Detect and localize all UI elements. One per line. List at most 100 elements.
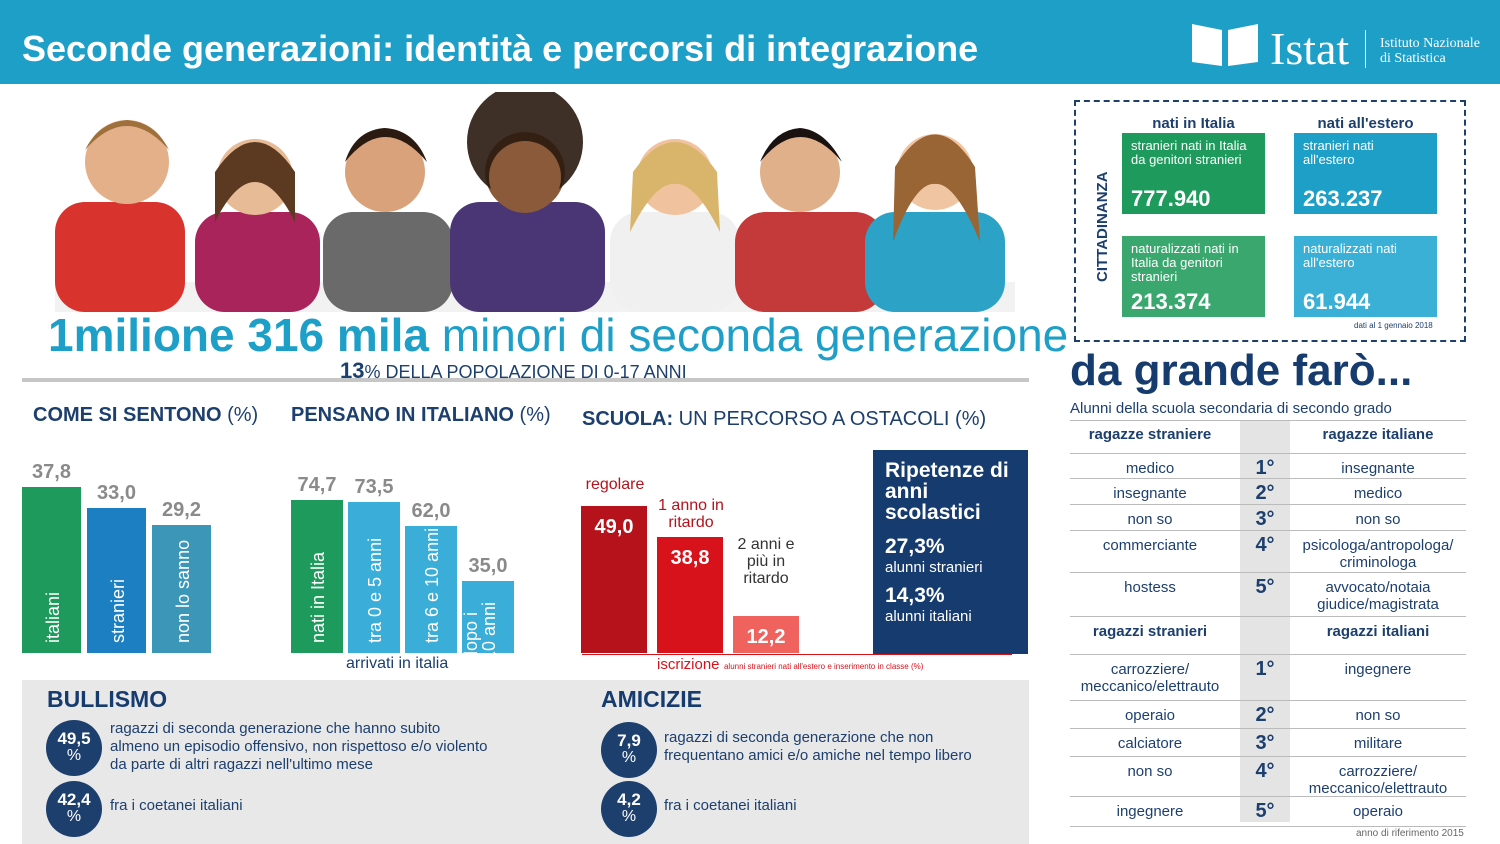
sentono-unit: (%) <box>227 404 259 426</box>
chart-sentono: 37,8 italiani 33,0 stranieri 29,2 non lo sann… <box>22 460 222 653</box>
logo-word: Istat <box>1270 23 1350 74</box>
bar-value: 33,0 <box>97 481 136 504</box>
pensano-unit: (%) <box>519 404 551 426</box>
table-cell: 1° <box>1255 658 1275 680</box>
table-cell: ingegnere <box>1344 661 1412 678</box>
cittadinanza-note: dati al 1 gennaio 2018 <box>1354 321 1433 330</box>
bar-label: stranieri <box>107 578 128 643</box>
table-cell: ingegnere <box>1116 803 1184 820</box>
bullismo-pct-2: % <box>66 808 82 825</box>
table-cell: ragazze italiane <box>1322 426 1434 443</box>
table-cell: 2° <box>1255 704 1275 726</box>
cittadinanza-cell: stranieri nati in Italia da genitori str… <box>1122 133 1265 214</box>
table-cell: non so <box>1355 707 1401 724</box>
table-cell: commerciante <box>1102 537 1198 554</box>
amicizie-pct-1: % <box>621 749 637 766</box>
table-row: insegnante 2° medico <box>1070 479 1466 505</box>
table-cell: carrozziere/ meccanico/elettrauto <box>1080 661 1220 695</box>
bar-2 <box>405 525 457 653</box>
pensano-title-text: PENSANO IN ITALIANO <box>291 404 514 426</box>
cell-value: 777.940 <box>1131 186 1211 211</box>
scuola-title-rest: UN PERCORSO A OSTACOLI <box>678 408 950 430</box>
scuola-bar-value: 49,0 <box>594 516 634 538</box>
ripetenze-title: Ripetenze di anni scolastici <box>885 459 1009 524</box>
bar-label: tra 6 e 10 anni <box>422 527 442 643</box>
bar-3 <box>462 581 514 653</box>
table-cell: hostess <box>1124 579 1176 596</box>
amicizie-circle-1: 7,9% <box>601 722 657 778</box>
cell-text: stranieri nati all'estero <box>1303 138 1374 167</box>
cittadinanza-label: CITTADINANZA <box>1094 171 1111 282</box>
cell-text: naturalizzati nati all'estero <box>1303 241 1397 270</box>
ripetenze-box: Ripetenze di anni scolastici 27,3% alunn… <box>873 450 1028 654</box>
bar-label: italiani <box>42 591 63 643</box>
page-title: Seconde generazioni: identità e percorsi… <box>22 28 979 69</box>
ripetenze-value-1: 27,3% <box>885 535 945 558</box>
table-cell: ragazzi stranieri <box>1092 623 1208 640</box>
bullismo-text-2: fra i coetanei italiani <box>110 797 243 814</box>
amicizie-pct-2: % <box>621 808 637 825</box>
table-top-rule <box>1070 420 1466 421</box>
bar-value: 62,0 <box>411 499 451 522</box>
bullismo-circle-1: 49,5% <box>46 720 102 776</box>
bar-1 <box>348 502 400 653</box>
bullismo-value-2: 42,4 <box>57 790 91 809</box>
hero-text: minori di seconda generazione <box>441 309 1069 361</box>
grande-title: da grande farò... <box>1070 346 1413 395</box>
table-cell: operaio <box>1352 803 1404 820</box>
table-cell: avvocato/notaia giudice/magistrata <box>1317 579 1439 613</box>
ripetenze-label-2: alunni italiani <box>885 608 972 625</box>
scuola-axis <box>582 654 1012 655</box>
cittadinanza-cell: stranieri nati all'estero 263.237 <box>1294 133 1437 214</box>
hero-pct-text: % DELLA POPOLAZIONE DI 0-17 ANNI <box>364 362 687 382</box>
table-row: operaio 2° non so <box>1070 701 1466 729</box>
table-row: carrozziere/ meccanico/elettrauto 1° ingeg… <box>1070 655 1466 701</box>
table-row: medico 1° insegnante <box>1070 454 1466 479</box>
teenagers-photo <box>55 92 1015 312</box>
ripetenze-value-2: 14,3% <box>885 584 945 607</box>
bar-value: 35,0 <box>468 555 508 578</box>
table-cell: 4° <box>1255 760 1275 782</box>
bullismo-value-1: 49,5 <box>57 729 91 748</box>
amicizie-value-1: 7,9 <box>617 731 641 750</box>
table-row: hostess 5° avvocato/notaia giudice/magistr… <box>1070 573 1466 617</box>
scuola-footer-note: alunni stranieri nati all'estero e inser… <box>723 662 924 671</box>
scuola-footer: iscrizione alunni stranieri nati all'est… <box>657 656 923 674</box>
bullismo-circle-2: 42,4% <box>46 781 102 837</box>
table-cell: carrozziere/ meccanico/elettrauto <box>1308 763 1448 797</box>
scuola-title: SCUOLA: UN PERCORSO A OSTACOLI (%) <box>582 408 986 431</box>
table-cell: operaio <box>1124 707 1176 724</box>
scuola-footer-bold: iscrizione <box>657 656 720 673</box>
istat-logo-icon <box>1192 24 1258 66</box>
scuola-bar <box>581 506 647 653</box>
table-cell: 5° <box>1255 576 1275 598</box>
divider <box>22 378 1029 382</box>
bar-value: 74,7 <box>297 473 337 496</box>
amicizie-value-2: 4,2 <box>617 790 641 809</box>
sentono-title-text: COME SI SENTONO <box>33 404 222 426</box>
table-cell: 5° <box>1255 800 1275 822</box>
chart-pensano: 74,7 nati in Italia 73,5 tra 0 e 5 anni 62,0… <box>291 460 521 661</box>
bar-1 <box>87 507 146 653</box>
bullismo-pct-1: % <box>66 747 82 764</box>
table-cell: 2° <box>1255 482 1275 504</box>
table-row: non so 4° carrozziere/ meccanico/elettraut… <box>1070 757 1466 797</box>
ripetenze-label-1: alunni stranieri <box>885 559 983 576</box>
scuola-bar-label: 1 anno in ritardo <box>658 496 724 531</box>
hero-number: 1milione 316 mila <box>48 309 429 361</box>
cittadinanza-cell: naturalizzati nati all'estero 61.944 <box>1294 236 1437 317</box>
scuola-bar-value: 38,8 <box>670 546 710 569</box>
bar-value: 37,8 <box>32 460 71 483</box>
bar-value: 29,2 <box>162 498 201 521</box>
bullismo-text-1: ragazzi di seconda generazione che hanno… <box>110 720 488 773</box>
amicizie-circle-2: 4,2% <box>601 781 657 837</box>
amicizie-text-1: ragazzi di seconda generazione che non f… <box>664 729 972 764</box>
chart-scuola: 49,0 regolare 38,8 1 anno in ritardo 12,2 2 a… <box>581 460 811 653</box>
table-cell: calciatore <box>1117 735 1183 752</box>
scuola-title-bold: SCUOLA: <box>582 408 674 430</box>
table-cell: ragazzi italiani <box>1326 623 1430 640</box>
table-cell: 4° <box>1255 534 1275 556</box>
table-row: ingegnere 5° operaio <box>1070 797 1466 827</box>
bar-value: 73,5 <box>354 476 394 499</box>
col-nati-italia: nati in Italia <box>1152 115 1235 132</box>
